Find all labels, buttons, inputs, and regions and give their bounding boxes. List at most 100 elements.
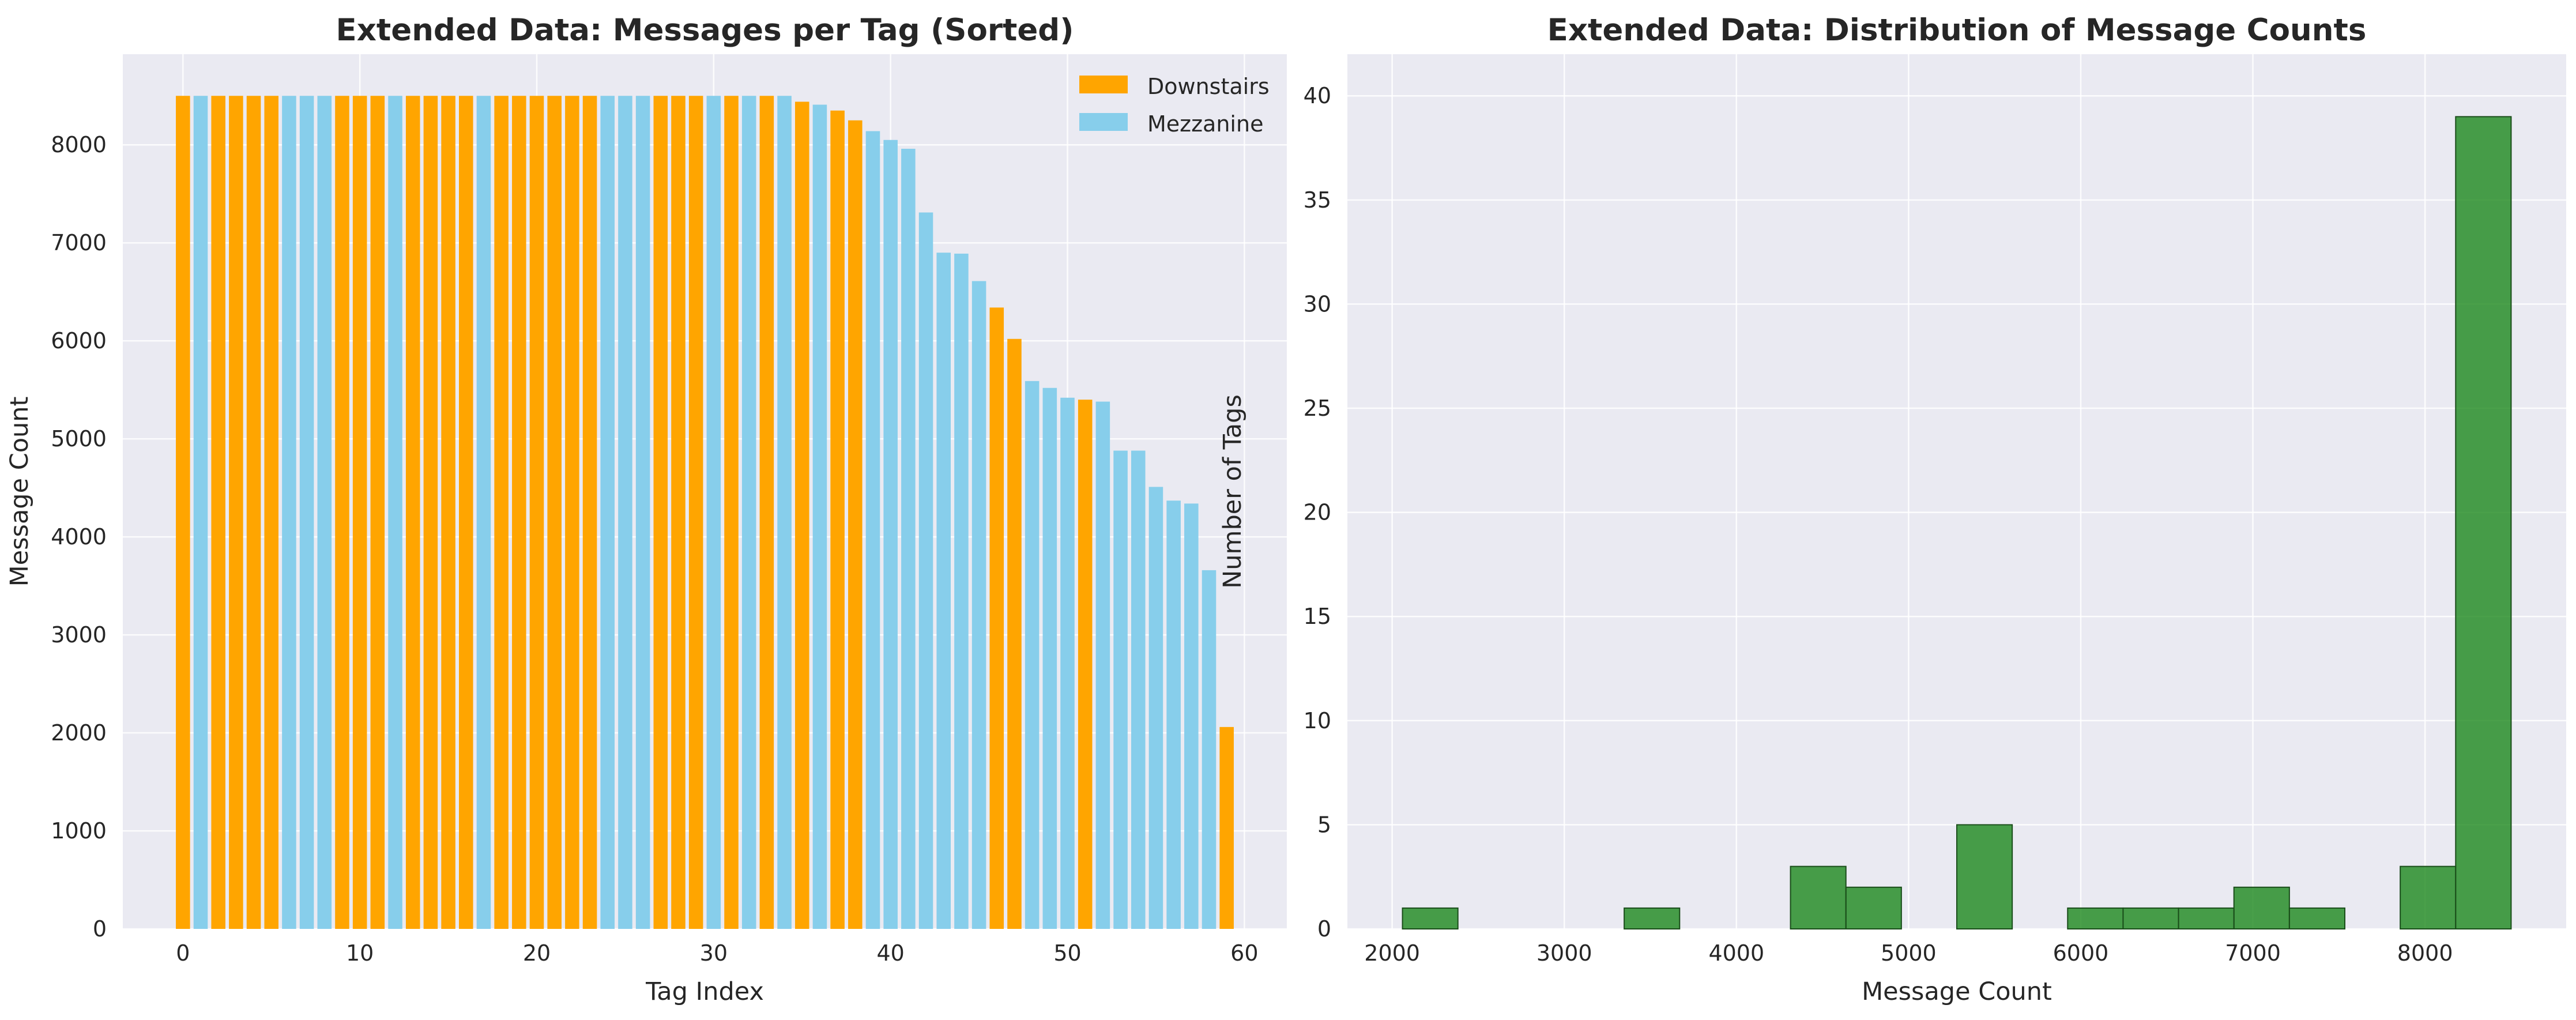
y-tick-label: 3000	[51, 622, 107, 648]
bar	[1202, 570, 1217, 929]
legend-label-mezzanine: Mezzanine	[1147, 111, 1263, 137]
x-tick-label: 60	[1230, 940, 1258, 966]
x-tick-label: 10	[346, 940, 374, 966]
left-bars	[176, 96, 1234, 929]
bar	[812, 104, 827, 929]
left-chart-title: Extended Data: Messages per Tag (Sorted)	[336, 13, 1074, 48]
y-tick-label: 5000	[51, 426, 107, 451]
histogram-bar	[2455, 116, 2512, 929]
y-tick-label: 8000	[51, 132, 107, 157]
y-tick-label: 30	[1304, 291, 1331, 317]
y-tick-label: 0	[1317, 916, 1331, 942]
bar	[1025, 381, 1040, 929]
histogram-bar	[1790, 865, 1847, 929]
bar	[317, 96, 332, 929]
histogram-bar	[2288, 907, 2346, 930]
y-tick-label: 5	[1317, 812, 1331, 837]
y-tick-label: 1000	[51, 818, 107, 844]
right-x-ticks: 2000 3000 4000 5000 6000 7000 8000	[1364, 940, 2453, 966]
bar	[653, 96, 668, 929]
x-tick-label: 20	[523, 940, 551, 966]
bar	[176, 96, 190, 929]
bar	[299, 96, 314, 929]
bar	[405, 96, 420, 929]
y-tick-label: 25	[1304, 396, 1331, 421]
bar	[423, 96, 438, 929]
bar	[1219, 727, 1234, 929]
left-x-axis-label: Tag Index	[645, 977, 764, 1006]
bar	[901, 149, 916, 929]
histogram-bar	[1624, 907, 1681, 930]
bar	[989, 307, 1004, 929]
right-y-axis-label: Number of Tags	[1218, 394, 1247, 589]
x-tick-label: 6000	[2053, 940, 2109, 966]
bar	[1060, 397, 1075, 929]
histogram-bar	[1402, 907, 1459, 930]
bar	[830, 110, 845, 929]
y-tick-label: 20	[1304, 500, 1331, 525]
bar	[441, 96, 455, 929]
bar	[458, 96, 473, 929]
bar	[777, 96, 792, 929]
bar	[335, 96, 349, 929]
histogram-bar	[1956, 824, 2013, 930]
x-tick-label: 30	[700, 940, 728, 966]
bar	[1131, 450, 1146, 929]
bar	[1113, 450, 1128, 929]
right-chart-panel: 2000 3000 4000 5000 6000 7000 8000 0 5 10 15 20 25 3…	[1218, 13, 2566, 1006]
bar	[370, 96, 385, 929]
bar	[600, 96, 615, 929]
x-tick-label: 0	[176, 940, 190, 966]
right-y-ticks: 0 5 10 15 20 25 30 35 40	[1304, 83, 1331, 942]
bar	[565, 96, 579, 929]
bar	[388, 96, 402, 929]
bar	[741, 96, 756, 929]
histogram-bar	[2122, 907, 2179, 930]
left-chart-panel: 0 10 20 30 40 50 60 0 1000 2000 3000 4000 5000 6000 7…	[5, 13, 1287, 1006]
x-tick-label: 5000	[1881, 940, 1937, 966]
x-tick-label: 2000	[1364, 940, 1420, 966]
legend: Downstairs Mezzanine	[1079, 74, 1270, 137]
y-tick-label: 10	[1304, 708, 1331, 733]
bar	[211, 96, 225, 929]
left-y-ticks: 0 1000 2000 3000 4000 5000 6000 7000 8000	[51, 132, 107, 942]
bar	[1007, 338, 1022, 929]
bar	[282, 96, 296, 929]
bar	[547, 96, 562, 929]
left-y-axis-label: Message Count	[5, 397, 34, 587]
bar	[706, 96, 721, 929]
bar	[671, 96, 686, 929]
right-histogram-bars	[1402, 116, 2512, 930]
x-tick-label: 4000	[1708, 940, 1764, 966]
bar	[618, 96, 632, 929]
bar	[229, 96, 243, 929]
bar	[971, 281, 986, 929]
bar	[1184, 503, 1199, 929]
x-tick-label: 8000	[2397, 940, 2453, 966]
bar	[1148, 487, 1163, 929]
histogram-bar	[1845, 886, 1902, 930]
bar	[1095, 401, 1110, 929]
bar	[635, 96, 650, 929]
bar	[883, 140, 898, 929]
left-plot-area	[123, 54, 1287, 929]
bar	[918, 212, 933, 929]
x-tick-label: 3000	[1536, 940, 1592, 966]
bar	[246, 96, 261, 929]
bar	[193, 96, 208, 929]
bar	[724, 96, 739, 929]
y-tick-label: 6000	[51, 328, 107, 353]
y-tick-label: 0	[93, 916, 107, 942]
bar	[494, 96, 509, 929]
histogram-bar	[2067, 907, 2124, 930]
y-tick-label: 40	[1304, 83, 1331, 108]
x-tick-label: 7000	[2225, 940, 2281, 966]
right-plot-area	[1347, 54, 2566, 929]
y-tick-label: 7000	[51, 230, 107, 255]
bar	[794, 101, 809, 929]
right-x-axis-label: Message Count	[1862, 977, 2052, 1006]
histogram-bar	[2400, 865, 2457, 929]
bar	[352, 96, 367, 929]
legend-swatch-mezzanine	[1079, 113, 1128, 131]
